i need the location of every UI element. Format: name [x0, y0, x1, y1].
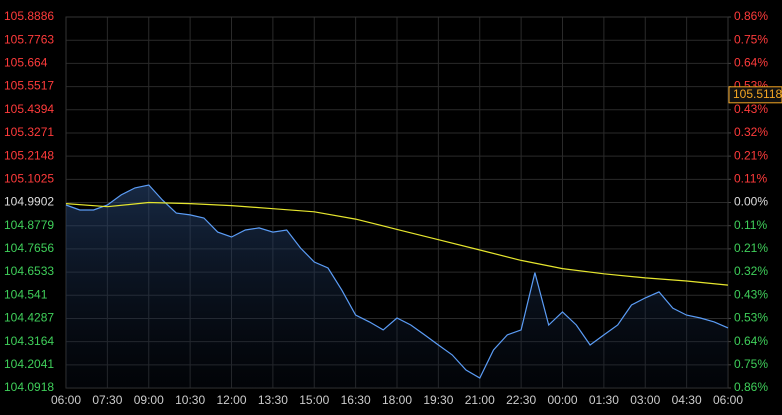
price-area: [66, 185, 728, 388]
x-tick-label: 04:30: [672, 393, 702, 407]
y-tick-label: 104.6533: [4, 264, 54, 278]
y2-tick-label: 0.53%: [734, 311, 768, 325]
y2-tick-label: 0.86%: [734, 380, 768, 394]
y2-tick-label: 0.64%: [734, 334, 768, 348]
price-label-box: [728, 86, 782, 104]
y-tick-label: 105.2148: [4, 148, 54, 162]
y-tick-label: 104.0918: [4, 380, 54, 394]
x-tick-label: 06:00: [713, 393, 743, 407]
y-tick-label: 105.7763: [4, 32, 54, 46]
y-tick-label: 104.541: [4, 287, 48, 301]
x-tick-label: 01:30: [589, 393, 619, 407]
x-tick-label: 15:00: [299, 393, 329, 407]
y-tick-label: 105.4394: [4, 102, 54, 116]
y-tick-label: 105.1025: [4, 171, 54, 185]
y-tick-label: 104.8779: [4, 218, 54, 232]
series-line: [65, 184, 729, 379]
y-tick-label: 105.8886: [4, 9, 54, 23]
y2-tick-label: 0.21%: [734, 148, 768, 162]
y-tick-label: 105.664: [4, 56, 48, 70]
y-tick-label: 105.3271: [4, 125, 54, 139]
x-tick-label: 22:30: [506, 393, 536, 407]
y-tick-label: 104.7656: [4, 241, 54, 255]
y2-tick-label: 0.86%: [734, 9, 768, 23]
y-tick-label: 105.5517: [4, 79, 54, 93]
x-tick-label: 18:00: [382, 393, 412, 407]
y2-tick-label: 0.75%: [734, 32, 768, 46]
y2-tick-label: 0.32%: [734, 125, 768, 139]
y-tick-label: 104.9902: [4, 195, 54, 209]
x-tick-label: 13:30: [258, 393, 288, 407]
y2-tick-label: 0.43%: [734, 102, 768, 116]
y2-tick-label: 0.11%: [734, 171, 767, 185]
y2-tick-label: 0.21%: [734, 241, 768, 255]
x-tick-label: 12:00: [216, 393, 246, 407]
series-line: [65, 201, 729, 286]
price-label: 105.5118: [733, 87, 782, 101]
y2-tick-label: 0.32%: [734, 264, 768, 278]
x-tick-label: 09:00: [134, 393, 164, 407]
x-tick-label: 07:30: [92, 393, 122, 407]
x-tick-label: 03:00: [630, 393, 660, 407]
x-tick-label: 16:30: [341, 393, 371, 407]
y2-tick-label: 0.75%: [734, 357, 768, 371]
x-tick-label: 00:00: [547, 393, 577, 407]
y-tick-label: 104.4287: [4, 311, 54, 325]
y-tick-label: 104.3164: [4, 334, 54, 348]
x-tick-label: 06:00: [51, 393, 81, 407]
y2-tick-label: 0.00%: [734, 195, 768, 209]
y2-tick-label: 0.64%: [734, 56, 768, 70]
y2-tick-label: 0.43%: [734, 287, 768, 301]
x-tick-label: 21:00: [465, 393, 495, 407]
y2-tick-label: 0.11%: [734, 218, 767, 232]
x-tick-label: 10:30: [175, 393, 205, 407]
y-tick-label: 104.2041: [4, 357, 54, 371]
x-tick-label: 19:30: [423, 393, 453, 407]
